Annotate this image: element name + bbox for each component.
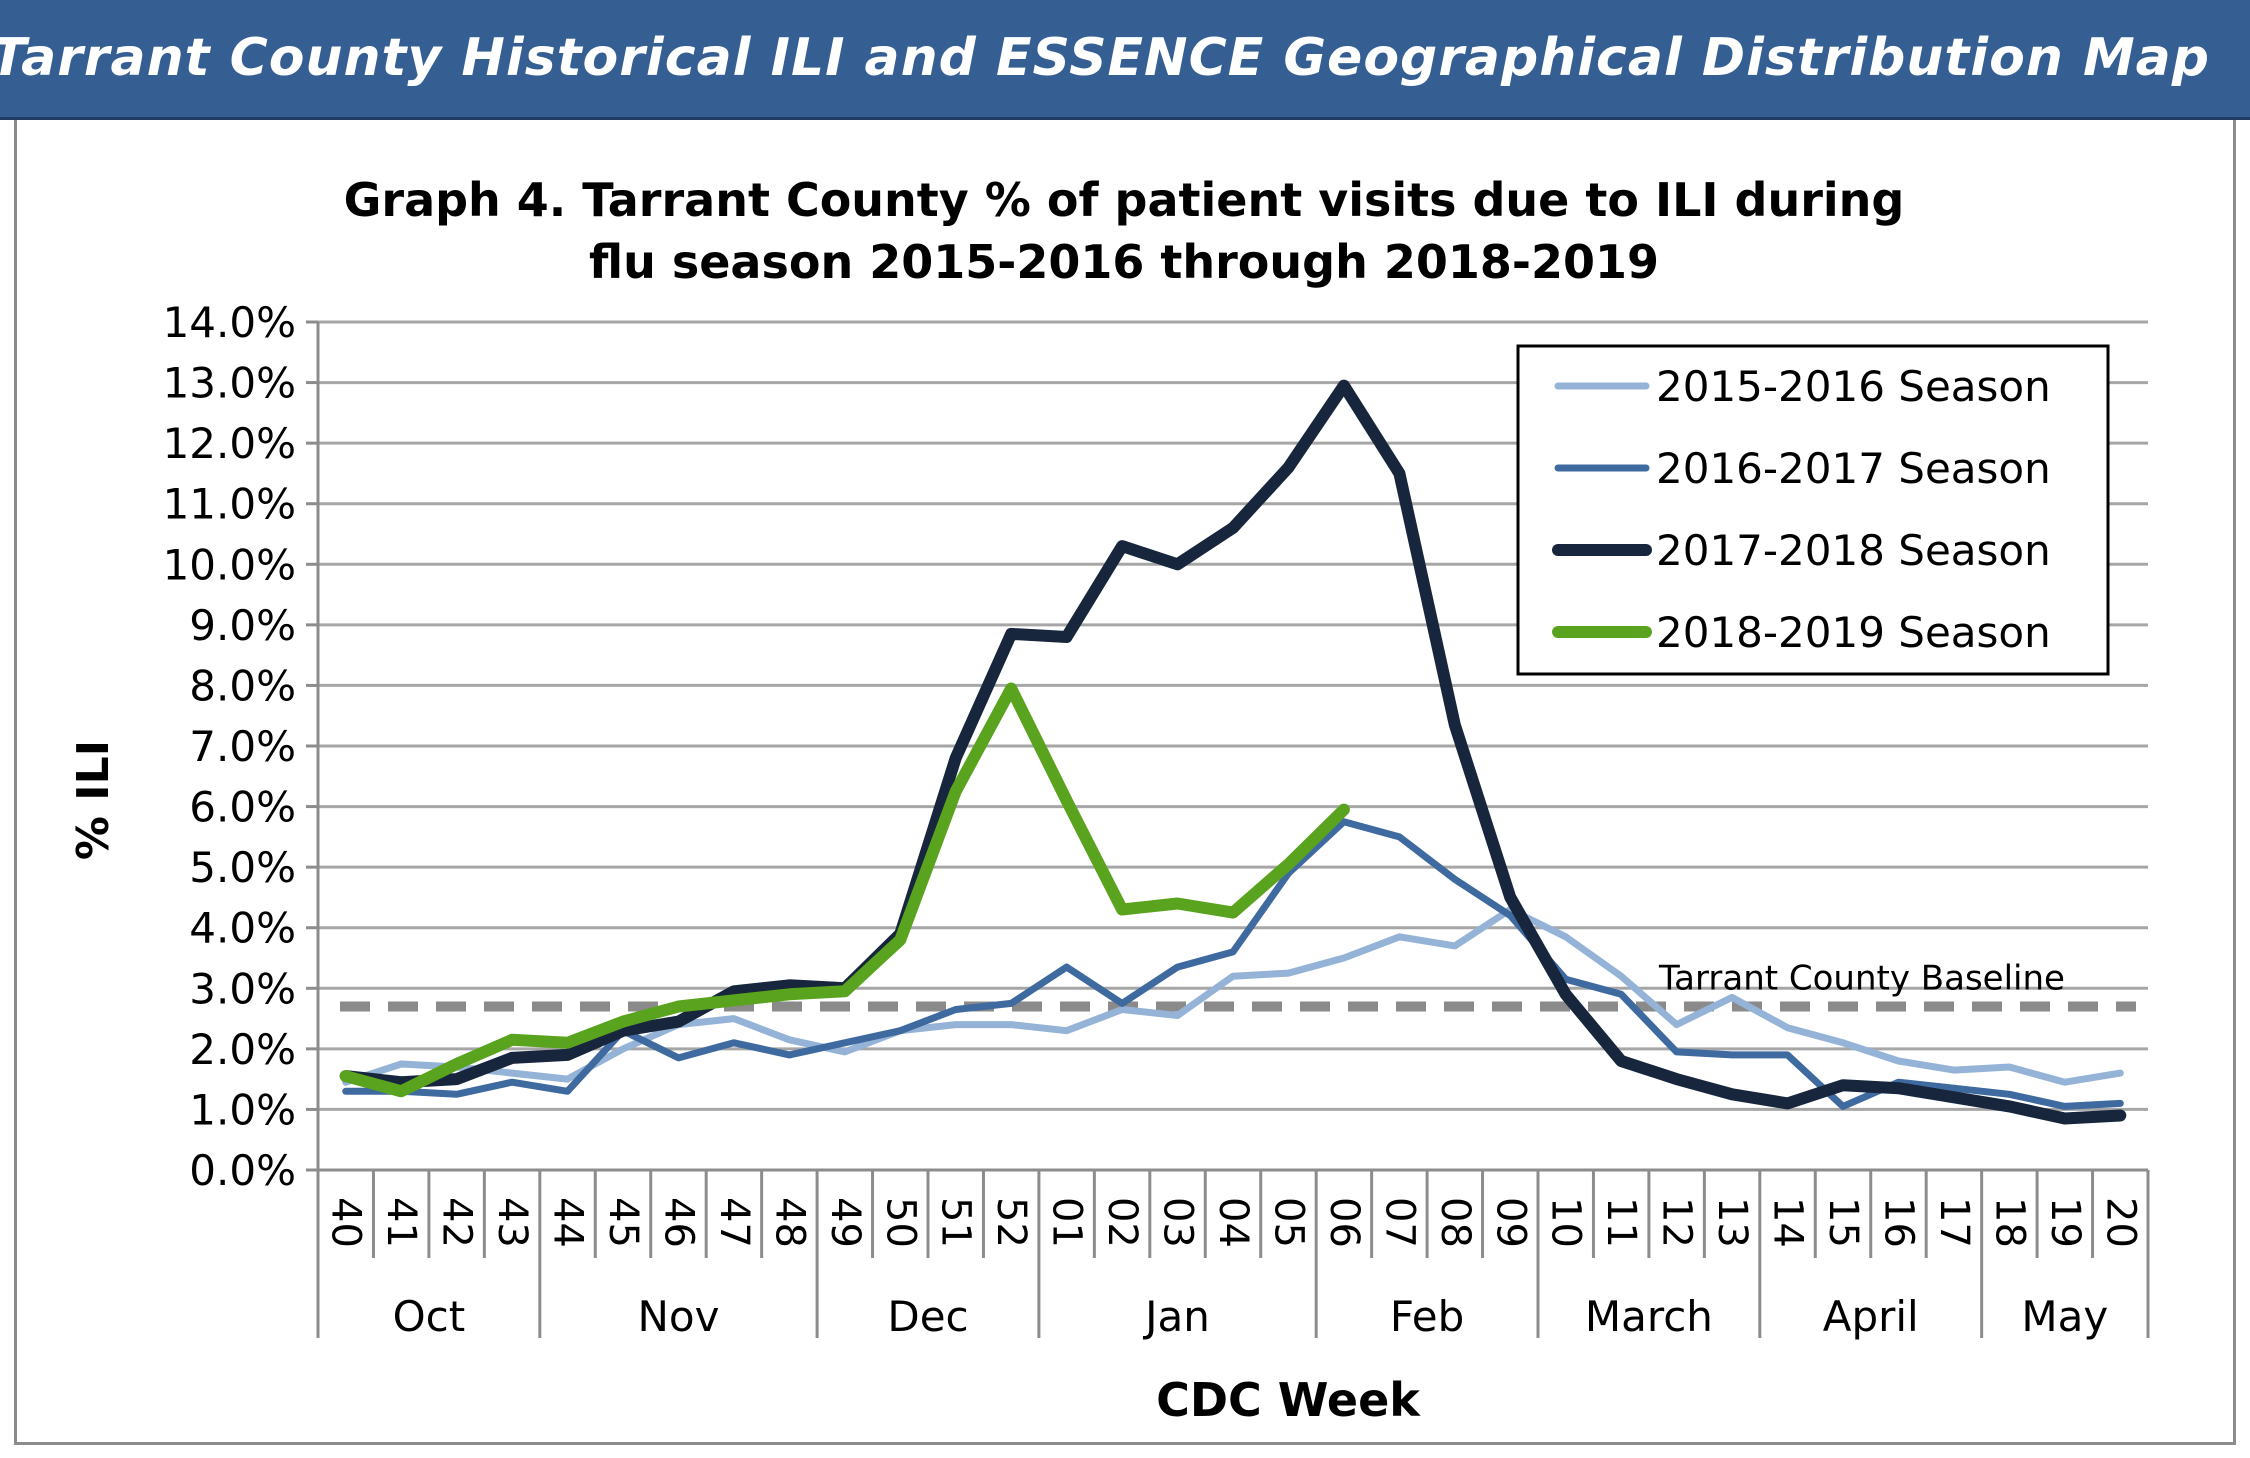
x-axis-title: CDC Week bbox=[1156, 1373, 1421, 1427]
x-tick-label: 01 bbox=[1044, 1197, 1090, 1248]
x-tick-label: 12 bbox=[1654, 1197, 1700, 1248]
month-label: Jan bbox=[1142, 1292, 1210, 1341]
x-tick-label: 06 bbox=[1321, 1197, 1367, 1248]
month-label: Dec bbox=[887, 1292, 968, 1341]
x-tick-label: 18 bbox=[1986, 1197, 2032, 1248]
x-tick-label: 43 bbox=[489, 1197, 535, 1248]
x-tick-label: 09 bbox=[1487, 1197, 1533, 1248]
month-label: March bbox=[1585, 1292, 1713, 1341]
y-tick-label: 8.0% bbox=[189, 661, 296, 710]
y-tick-label: 7.0% bbox=[189, 722, 296, 771]
legend-box bbox=[1516, 344, 2110, 676]
x-tick-label: 02 bbox=[1099, 1197, 1145, 1248]
x-tick-label: 50 bbox=[877, 1197, 923, 1248]
x-tick-label: 40 bbox=[323, 1197, 369, 1248]
x-tick-label: 52 bbox=[988, 1197, 1034, 1248]
x-tick-label: 44 bbox=[545, 1197, 591, 1248]
month-label: May bbox=[2021, 1292, 2108, 1341]
chart-title-line2: flu season 2015-2016 through 2018-2019 bbox=[589, 235, 1659, 289]
month-label: Feb bbox=[1390, 1292, 1464, 1341]
legend-label: 2016-2017 Season bbox=[1656, 444, 2051, 493]
y-tick-label: 0.0% bbox=[189, 1146, 296, 1195]
x-tick-label: 07 bbox=[1376, 1197, 1422, 1248]
x-tick-label: 51 bbox=[933, 1197, 979, 1248]
x-tick-label: 47 bbox=[711, 1197, 757, 1248]
x-tick-label: 45 bbox=[600, 1197, 646, 1248]
x-tick-label: 48 bbox=[766, 1197, 812, 1248]
y-tick-label: 9.0% bbox=[189, 601, 296, 650]
y-tick-label: 11.0% bbox=[163, 480, 296, 529]
legend-label: 2018-2019 Season bbox=[1656, 608, 2051, 657]
x-tick-label: 08 bbox=[1432, 1197, 1478, 1248]
x-tick-label: 16 bbox=[1875, 1197, 1921, 1248]
y-tick-label: 2.0% bbox=[189, 1025, 296, 1074]
y-tick-label: 14.0% bbox=[163, 298, 296, 347]
x-tick-label: 19 bbox=[2042, 1197, 2088, 1248]
y-tick-label: 6.0% bbox=[189, 783, 296, 832]
legend-label: 2015-2016 Season bbox=[1656, 362, 2051, 411]
month-label: Nov bbox=[637, 1292, 719, 1341]
y-tick-label: 10.0% bbox=[163, 540, 296, 589]
x-tick-label: 41 bbox=[378, 1197, 424, 1248]
y-tick-label: 1.0% bbox=[189, 1085, 296, 1134]
x-tick-label: 10 bbox=[1543, 1197, 1589, 1248]
series-line-2018-2019 bbox=[339, 682, 1350, 1098]
banner-title: Tarrant County Historical ILI and ESSENC… bbox=[0, 28, 2210, 88]
month-label: April bbox=[1823, 1292, 1919, 1341]
y-tick-label: 5.0% bbox=[189, 843, 296, 892]
legend-label: 2017-2018 Season bbox=[1656, 526, 2051, 575]
chart-title-line1: Graph 4. Tarrant County % of patient vis… bbox=[344, 173, 1905, 227]
x-tick-label: 15 bbox=[1820, 1197, 1866, 1248]
baseline-label: Tarrant County Baseline bbox=[1658, 958, 2065, 998]
x-tick-label: 42 bbox=[434, 1197, 480, 1248]
x-tick-label: 04 bbox=[1210, 1197, 1256, 1248]
header-banner: Tarrant County Historical ILI and ESSENC… bbox=[0, 0, 2250, 120]
x-tick-label: 14 bbox=[1765, 1197, 1811, 1248]
x-tick-label: 20 bbox=[2097, 1197, 2143, 1248]
y-tick-label: 13.0% bbox=[163, 359, 296, 408]
y-tick-label: 4.0% bbox=[189, 904, 296, 953]
x-tick-label: 11 bbox=[1598, 1197, 1644, 1248]
series-line-2017-2018 bbox=[339, 379, 2127, 1125]
x-tick-label: 03 bbox=[1155, 1197, 1201, 1248]
x-tick-label: 05 bbox=[1265, 1197, 1311, 1248]
month-label: Oct bbox=[393, 1292, 466, 1341]
y-tick-label: 12.0% bbox=[163, 419, 296, 468]
y-tick-label: 3.0% bbox=[189, 964, 296, 1013]
x-tick-label: 49 bbox=[822, 1197, 868, 1248]
x-tick-label: 17 bbox=[1931, 1197, 1977, 1248]
x-tick-label: 46 bbox=[655, 1197, 701, 1248]
chart-frame bbox=[14, 120, 2236, 1445]
x-tick-label: 13 bbox=[1709, 1197, 1755, 1248]
y-axis-title: % ILI bbox=[68, 740, 119, 860]
